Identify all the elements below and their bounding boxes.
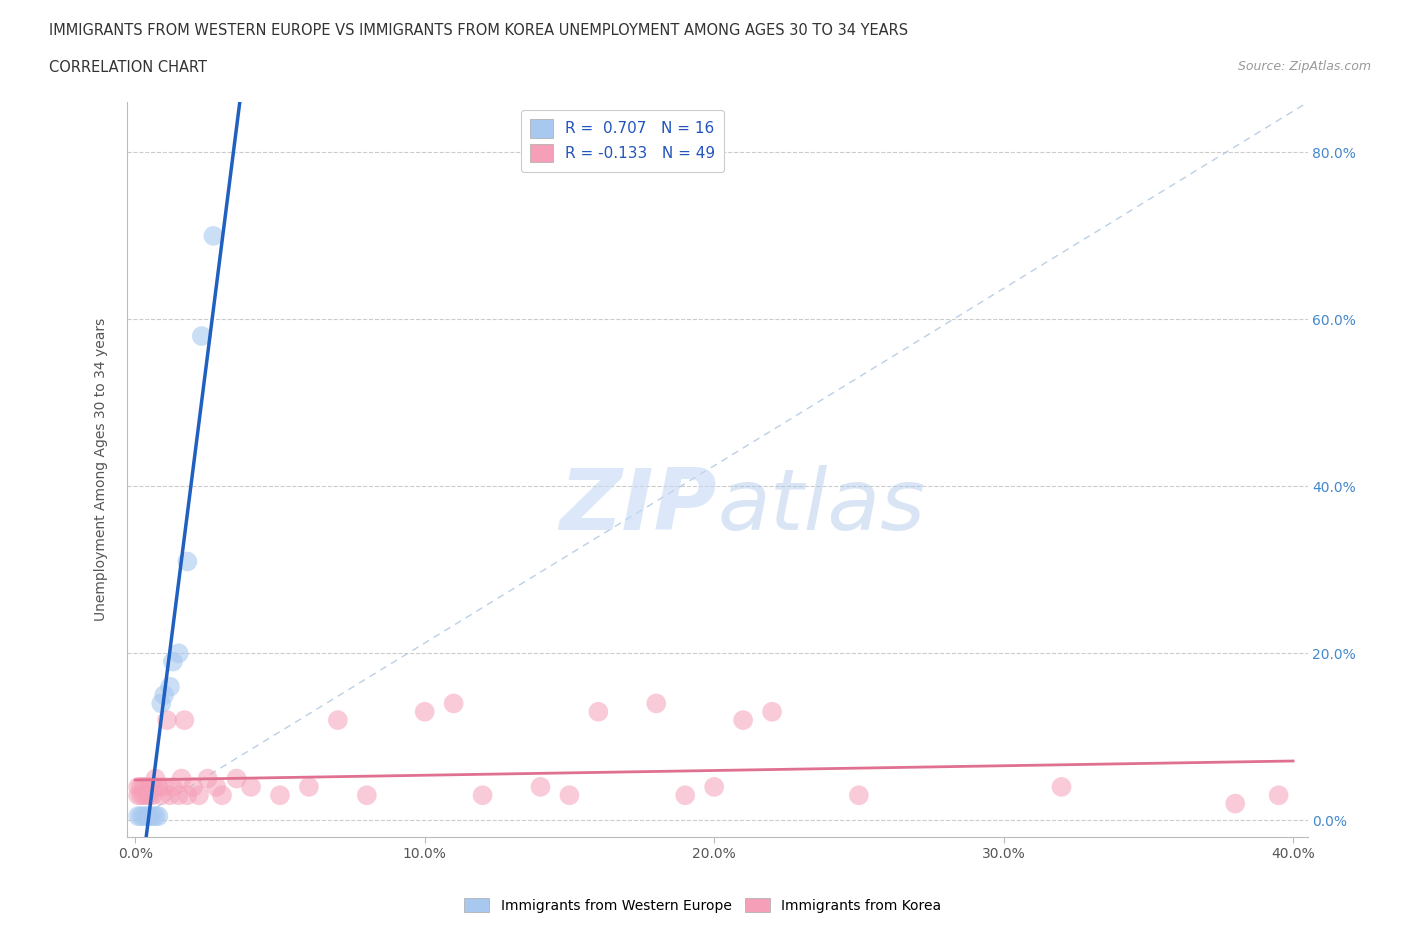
- Point: [129, 809, 152, 824]
- Point: [138, 788, 160, 803]
- Point: [173, 712, 195, 727]
- Point: [673, 788, 696, 803]
- Text: IMMIGRANTS FROM WESTERN EUROPE VS IMMIGRANTS FROM KOREA UNEMPLOYMENT AMONG AGES : IMMIGRANTS FROM WESTERN EUROPE VS IMMIGR…: [49, 23, 908, 38]
- Point: [127, 779, 149, 794]
- Point: [129, 779, 152, 794]
- Text: atlas: atlas: [717, 465, 925, 548]
- Point: [135, 809, 157, 824]
- Point: [298, 779, 321, 794]
- Point: [159, 679, 181, 694]
- Point: [156, 712, 179, 727]
- Point: [1050, 779, 1073, 794]
- Point: [471, 788, 494, 803]
- Point: [145, 771, 167, 786]
- Point: [170, 771, 193, 786]
- Point: [240, 779, 263, 794]
- Point: [132, 788, 155, 803]
- Point: [588, 704, 610, 719]
- Point: [135, 779, 157, 794]
- Point: [205, 779, 228, 794]
- Point: [443, 696, 465, 711]
- Point: [162, 779, 184, 794]
- Point: [326, 712, 349, 727]
- Point: [127, 809, 149, 824]
- Point: [529, 779, 551, 794]
- Point: [153, 779, 176, 794]
- Point: [142, 809, 165, 824]
- Point: [413, 704, 436, 719]
- Point: [162, 654, 184, 669]
- Point: [1225, 796, 1247, 811]
- Point: [167, 788, 190, 803]
- Point: [558, 788, 581, 803]
- Point: [142, 788, 165, 803]
- Point: [135, 788, 157, 803]
- Point: [167, 645, 190, 660]
- Point: [159, 788, 181, 803]
- Point: [225, 771, 247, 786]
- Point: [356, 788, 378, 803]
- Point: [733, 712, 755, 727]
- Point: [138, 779, 160, 794]
- Point: [129, 788, 152, 803]
- Point: [138, 809, 160, 824]
- Point: [127, 788, 149, 803]
- Point: [176, 554, 198, 569]
- Point: [181, 779, 204, 794]
- Point: [1267, 788, 1289, 803]
- Legend: Immigrants from Western Europe, Immigrants from Korea: Immigrants from Western Europe, Immigran…: [458, 893, 948, 919]
- Point: [187, 788, 209, 803]
- Point: [176, 788, 198, 803]
- Point: [142, 779, 165, 794]
- Point: [761, 704, 783, 719]
- Y-axis label: Unemployment Among Ages 30 to 34 years: Unemployment Among Ages 30 to 34 years: [94, 318, 108, 621]
- Point: [153, 687, 176, 702]
- Text: ZIP: ZIP: [560, 465, 717, 548]
- Point: [197, 771, 219, 786]
- Point: [148, 809, 170, 824]
- Text: Source: ZipAtlas.com: Source: ZipAtlas.com: [1237, 60, 1371, 73]
- Point: [132, 779, 155, 794]
- Point: [848, 788, 870, 803]
- Point: [191, 328, 214, 343]
- Point: [150, 788, 173, 803]
- Point: [150, 696, 173, 711]
- Point: [645, 696, 668, 711]
- Legend: R =  0.707   N = 16, R = -0.133   N = 49: R = 0.707 N = 16, R = -0.133 N = 49: [520, 110, 724, 172]
- Point: [703, 779, 725, 794]
- Point: [211, 788, 233, 803]
- Point: [269, 788, 291, 803]
- Point: [132, 809, 155, 824]
- Point: [148, 779, 170, 794]
- Text: CORRELATION CHART: CORRELATION CHART: [49, 60, 207, 75]
- Point: [202, 229, 225, 244]
- Point: [145, 809, 167, 824]
